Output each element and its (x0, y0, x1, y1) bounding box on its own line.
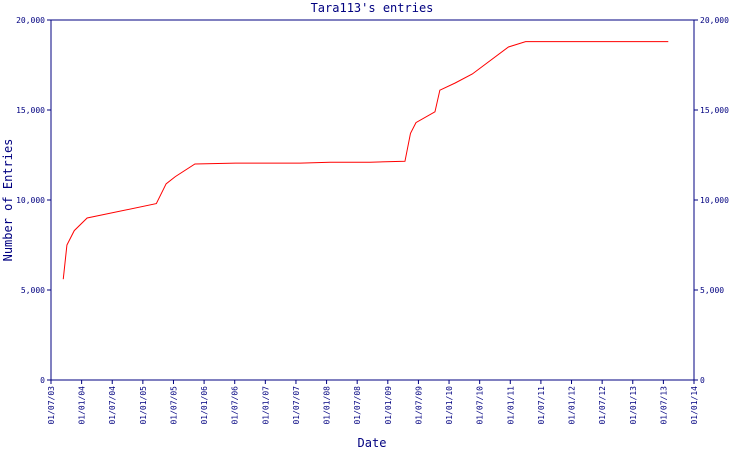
x-tick-label: 01/07/10 (476, 386, 485, 425)
x-tick-label: 01/07/03 (47, 386, 56, 425)
y-tick-label: 0 (40, 376, 45, 385)
y2-tick-label: 5,000 (700, 286, 724, 295)
x-tick-label: 01/01/04 (78, 386, 87, 425)
x-tick-label: 01/01/09 (384, 386, 393, 425)
x-tick-label: 01/01/08 (323, 386, 332, 425)
x-tick-label: 01/07/05 (169, 386, 178, 425)
y2-tick-label: 15,000 (700, 106, 729, 115)
y-axis-label: Number of Entries (1, 139, 15, 262)
x-tick-label: 01/01/11 (506, 386, 515, 425)
x-tick-label: 01/01/12 (568, 386, 577, 425)
x-tick-label: 01/01/05 (139, 386, 148, 425)
x-tick-label: 01/07/13 (659, 386, 668, 425)
y-tick-label: 10,000 (16, 196, 45, 205)
y-tick-label: 20,000 (16, 16, 45, 25)
x-tick-label: 01/07/12 (598, 386, 607, 425)
x-tick-label: 01/01/14 (690, 386, 699, 425)
x-tick-label: 01/01/07 (261, 386, 270, 425)
x-axis-label: Date (358, 436, 387, 450)
y2-tick-label: 0 (700, 376, 705, 385)
x-tick-label: 01/07/08 (353, 386, 362, 425)
y-tick-label: 15,000 (16, 106, 45, 115)
chart-title: Tara113's entries (311, 1, 434, 15)
x-tick-label: 01/01/13 (629, 386, 638, 425)
y2-tick-label: 20,000 (700, 16, 729, 25)
y2-tick-label: 10,000 (700, 196, 729, 205)
x-tick-label: 01/07/06 (231, 386, 240, 425)
x-tick-label: 01/01/10 (445, 386, 454, 425)
x-tick-label: 01/07/09 (414, 386, 423, 425)
data-line (62, 41, 669, 280)
x-tick-label: 01/07/07 (292, 386, 301, 425)
x-tick-label: 01/01/06 (200, 386, 209, 425)
plot-frame (50, 19, 695, 381)
x-tick-label: 01/07/11 (537, 386, 546, 425)
y-tick-label: 5,000 (21, 286, 45, 295)
x-tick-label: 01/07/04 (108, 386, 117, 425)
